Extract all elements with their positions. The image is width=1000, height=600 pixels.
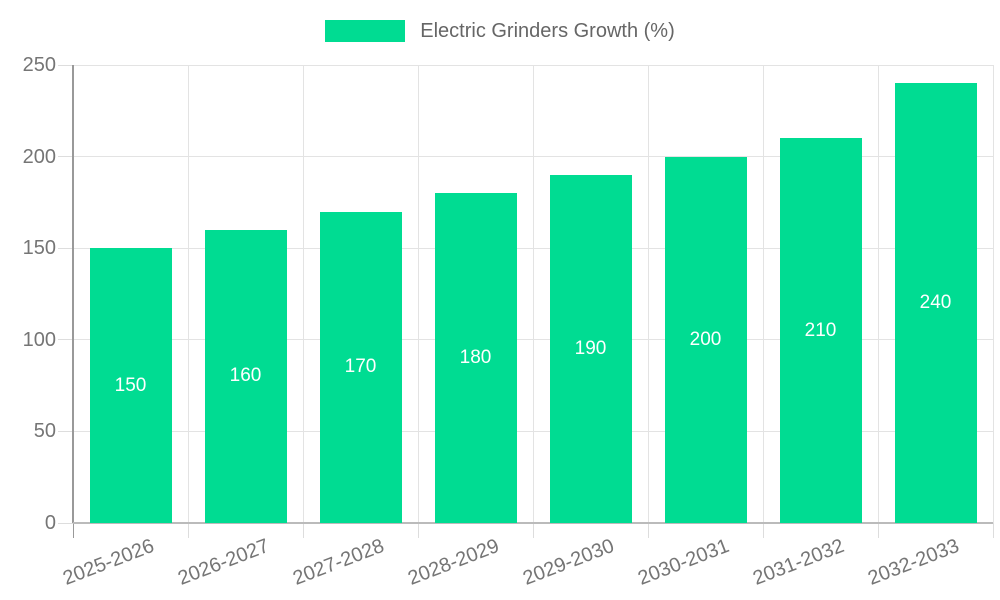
y-axis-label: 100	[22, 328, 56, 351]
y-axis-line	[72, 65, 74, 523]
x-axis-tick	[532, 523, 534, 538]
x-axis-tick	[647, 523, 649, 538]
y-axis-tick	[58, 522, 73, 524]
bar[interactable]	[204, 229, 287, 523]
y-axis-tick	[58, 156, 73, 158]
x-axis-tick	[877, 523, 879, 538]
v-gridline	[762, 65, 764, 523]
bar[interactable]	[549, 174, 632, 523]
y-axis-tick	[58, 430, 73, 432]
v-gridline	[187, 65, 189, 523]
bar[interactable]	[434, 193, 517, 523]
legend-swatch	[325, 20, 406, 42]
bar-value-label: 170	[344, 356, 377, 378]
y-axis-label: 250	[22, 54, 56, 76]
x-axis-tick	[187, 523, 189, 538]
x-axis-tick	[762, 523, 764, 538]
bar-value-label: 180	[459, 347, 492, 369]
bar[interactable]	[89, 248, 172, 523]
y-axis-label: 50	[33, 420, 56, 443]
bar[interactable]	[664, 156, 747, 523]
bar[interactable]	[894, 83, 977, 523]
v-gridline	[877, 65, 879, 523]
bar-value-label: 210	[804, 319, 837, 341]
bar-value-label: 150	[114, 374, 147, 396]
v-gridline	[647, 65, 649, 523]
y-axis-tick	[58, 247, 73, 249]
y-axis-label: 0	[44, 512, 56, 534]
bar-value-label: 190	[574, 337, 607, 359]
v-gridline	[302, 65, 304, 523]
y-axis-tick	[58, 339, 73, 341]
v-gridline	[992, 65, 994, 523]
y-axis-label: 150	[22, 237, 56, 260]
x-axis-tick	[992, 523, 994, 538]
bar-value-label: 160	[229, 365, 262, 387]
legend[interactable]: Electric Grinders Growth (%)	[0, 18, 1000, 44]
x-axis-tick	[72, 523, 74, 538]
y-axis-tick	[58, 64, 73, 66]
v-gridline	[532, 65, 534, 523]
bar[interactable]	[319, 211, 402, 523]
bar[interactable]	[779, 138, 862, 523]
x-axis-tick	[417, 523, 419, 538]
bar-value-label: 240	[919, 292, 952, 314]
x-axis-tick	[302, 523, 304, 538]
x-axis-line	[73, 522, 993, 524]
legend-label: Electric Grinders Growth (%)	[420, 20, 675, 42]
y-axis-label: 200	[22, 145, 56, 168]
v-gridline	[417, 65, 419, 523]
bar-value-label: 200	[689, 328, 722, 350]
